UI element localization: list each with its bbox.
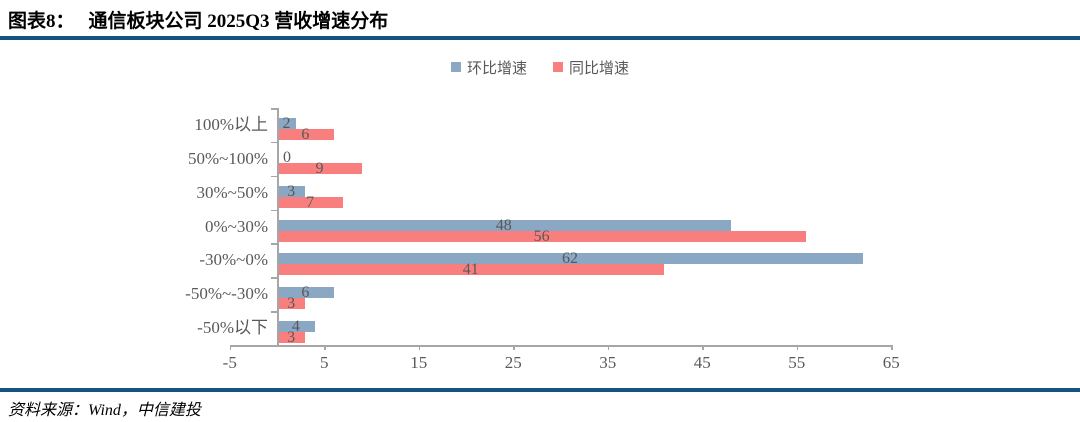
value-label-yoy: 56 — [533, 227, 550, 245]
figure-title-text: 通信板块公司 2025Q3 营收增速分布 — [88, 11, 389, 32]
bar-qoq — [277, 219, 731, 231]
value-label-yoy: 3 — [287, 295, 296, 313]
x-tick — [796, 345, 799, 350]
legend-item: 环比增速 — [450, 57, 527, 78]
value-label-qoq: 0 — [283, 148, 291, 166]
legend-label: 同比增速 — [569, 60, 630, 77]
value-label-qoq: 2 — [282, 115, 291, 132]
bar-yoy — [277, 332, 306, 344]
bar-yoy — [277, 129, 334, 140]
bar-yoy — [277, 162, 363, 174]
bar-yoy — [277, 298, 306, 310]
legend-item: 同比增速 — [553, 57, 629, 78]
category-label: -30%~0% — [199, 250, 268, 270]
value-label-yoy: 9 — [315, 159, 324, 177]
bar-yoy — [277, 196, 344, 208]
value-label-qoq: 6 — [301, 284, 310, 302]
category-label: 100%以上 — [194, 115, 268, 134]
x-tick-label: 15 — [410, 353, 428, 372]
x-tick-label: 45 — [693, 353, 711, 372]
x-tick-label: 65 — [882, 353, 900, 372]
chart-legend: 环比增速 同比增速 — [0, 57, 1080, 77]
y-tick — [271, 175, 277, 178]
value-label-qoq: 4 — [291, 318, 300, 336]
value-label-yoy: 3 — [287, 329, 296, 347]
value-label-yoy: 41 — [462, 261, 479, 279]
title-divider — [0, 36, 1080, 40]
legend-marker-icon — [450, 62, 461, 72]
value-label-qoq: 3 — [287, 182, 296, 200]
bar-qoq — [277, 118, 296, 129]
x-tick — [891, 345, 893, 350]
category-label: -50%~-30% — [185, 284, 268, 304]
x-tick — [324, 345, 326, 350]
bar-yoy — [277, 264, 665, 276]
figure-number-label: 图表8： — [8, 11, 75, 32]
y-tick — [271, 108, 277, 110]
x-tick-label: 25 — [504, 353, 522, 372]
x-tick — [702, 345, 704, 350]
bar-qoq — [277, 185, 306, 197]
y-tick — [271, 345, 277, 347]
bar-qoq — [277, 321, 315, 333]
y-tick — [271, 243, 277, 245]
x-axis-line — [229, 345, 892, 347]
category-label: 30%~50% — [196, 182, 268, 202]
x-tick — [418, 345, 421, 350]
figure-title: 图表8： 通信板块公司 2025Q3 营收增速分布 — [8, 6, 1072, 34]
x-tick — [513, 345, 515, 350]
x-tick-label: 55 — [788, 353, 806, 372]
y-tick — [271, 141, 277, 144]
value-label-qoq: 62 — [561, 250, 578, 268]
x-tick-label: 5 — [320, 353, 329, 372]
bar-yoy — [277, 230, 807, 242]
x-tick-label: -5 — [222, 353, 237, 372]
x-tick-label: 35 — [599, 353, 617, 372]
bar-qoq — [277, 287, 334, 299]
category-label: -50%以下 — [197, 318, 268, 338]
source-note: 资料来源：Wind，中信建投 — [8, 402, 201, 419]
y-tick — [271, 311, 277, 313]
value-label-yoy: 6 — [301, 126, 310, 143]
x-tick — [607, 345, 610, 350]
y-axis-line — [277, 108, 279, 345]
x-tick — [229, 345, 232, 350]
bar-qoq — [277, 253, 863, 265]
value-label-yoy: 7 — [306, 193, 315, 211]
footer-divider — [0, 388, 1080, 392]
value-label-qoq: 48 — [495, 216, 512, 234]
legend-marker-icon — [553, 62, 563, 72]
y-tick — [271, 209, 277, 212]
legend-label: 环比增速 — [466, 60, 527, 77]
category-label: 50%~100% — [187, 148, 268, 168]
y-tick — [271, 277, 277, 279]
category-label: 0%~30% — [204, 216, 268, 236]
